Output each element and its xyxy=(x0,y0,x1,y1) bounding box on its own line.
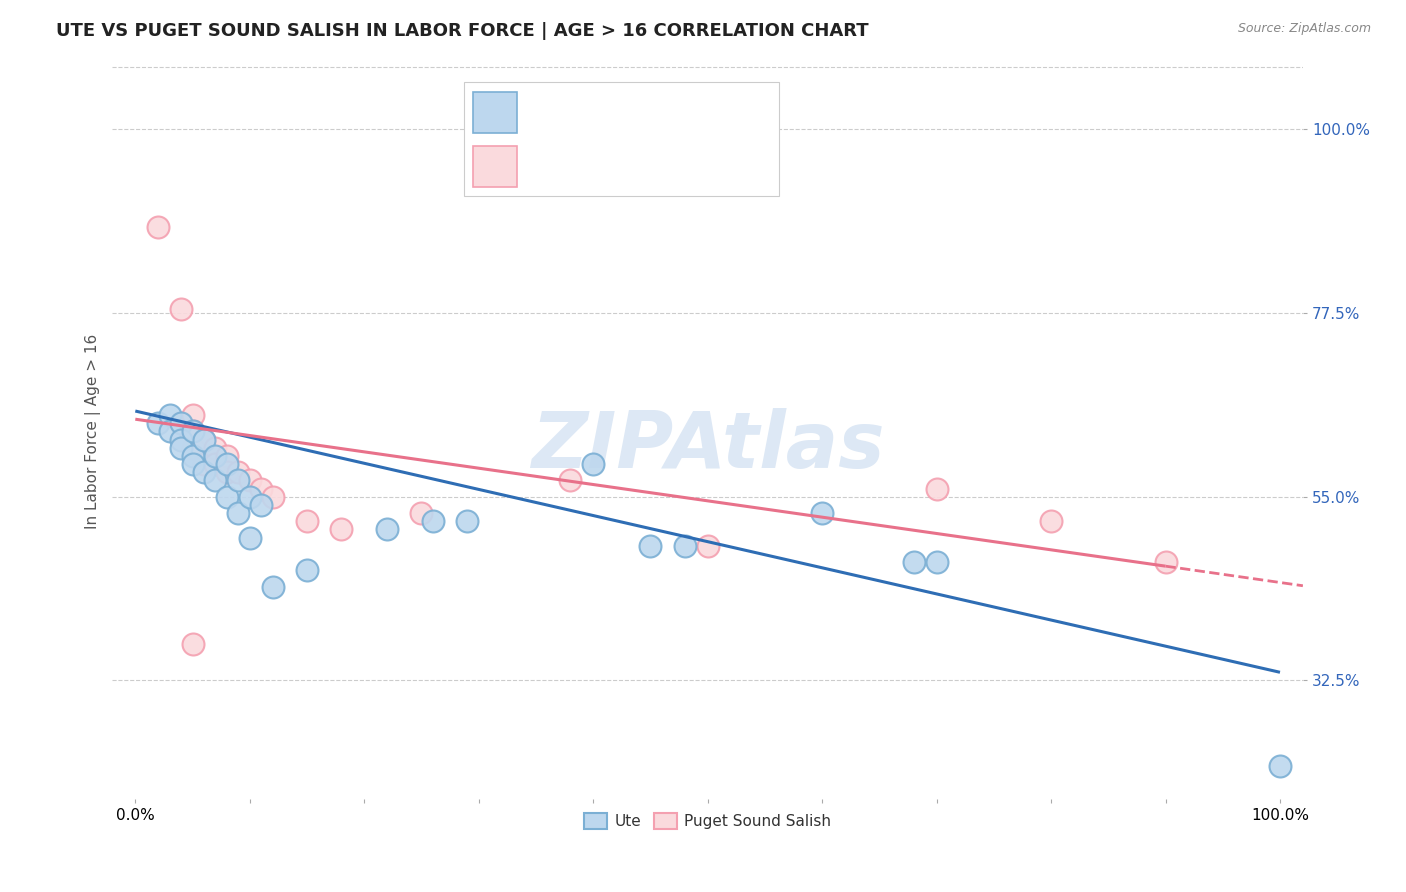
Point xyxy=(925,555,948,569)
Point xyxy=(239,531,262,545)
Y-axis label: In Labor Force | Age > 16: In Labor Force | Age > 16 xyxy=(86,334,101,529)
Text: UTE VS PUGET SOUND SALISH IN LABOR FORCE | AGE > 16 CORRELATION CHART: UTE VS PUGET SOUND SALISH IN LABOR FORCE… xyxy=(56,22,869,40)
Point xyxy=(811,506,834,520)
Point xyxy=(193,457,215,471)
Point xyxy=(925,482,948,496)
Point xyxy=(295,514,318,528)
Point xyxy=(215,465,238,479)
Point xyxy=(181,637,204,651)
Point xyxy=(193,433,215,447)
Point xyxy=(170,441,193,455)
Point xyxy=(193,433,215,447)
Point xyxy=(204,449,226,463)
Point xyxy=(181,449,204,463)
Point xyxy=(204,474,226,488)
Point xyxy=(456,514,478,528)
Text: Source: ZipAtlas.com: Source: ZipAtlas.com xyxy=(1237,22,1371,36)
Point xyxy=(295,563,318,577)
Point xyxy=(239,490,262,504)
Point xyxy=(148,220,170,235)
Point xyxy=(1268,759,1291,773)
Point xyxy=(262,490,284,504)
Point xyxy=(250,498,273,512)
Point xyxy=(215,449,238,463)
Text: ZIPAtlas: ZIPAtlas xyxy=(531,409,884,484)
Point xyxy=(204,457,226,471)
Point xyxy=(181,425,204,439)
Point xyxy=(411,506,433,520)
Point xyxy=(181,457,204,471)
Point xyxy=(193,465,215,479)
Point xyxy=(228,506,250,520)
Point xyxy=(330,523,353,537)
Point xyxy=(228,465,250,479)
Point xyxy=(1040,514,1063,528)
Point xyxy=(228,474,250,488)
Point xyxy=(204,441,226,455)
Point xyxy=(1154,555,1177,569)
Point xyxy=(215,490,238,504)
Point xyxy=(170,417,193,431)
Point xyxy=(422,514,444,528)
Point xyxy=(148,417,170,431)
Point xyxy=(159,425,181,439)
Point xyxy=(170,301,193,316)
Point xyxy=(640,539,662,553)
Point xyxy=(262,580,284,594)
Point xyxy=(170,417,193,431)
Point xyxy=(170,433,193,447)
Point xyxy=(159,408,181,422)
Point xyxy=(181,441,204,455)
Point xyxy=(215,457,238,471)
Point xyxy=(696,539,718,553)
Point xyxy=(250,482,273,496)
Point xyxy=(582,457,605,471)
Point xyxy=(903,555,925,569)
Legend: Ute, Puget Sound Salish: Ute, Puget Sound Salish xyxy=(578,807,838,835)
Point xyxy=(375,523,398,537)
Point xyxy=(181,408,204,422)
Point xyxy=(239,474,262,488)
Point xyxy=(181,425,204,439)
Point xyxy=(673,539,696,553)
Point xyxy=(560,474,582,488)
